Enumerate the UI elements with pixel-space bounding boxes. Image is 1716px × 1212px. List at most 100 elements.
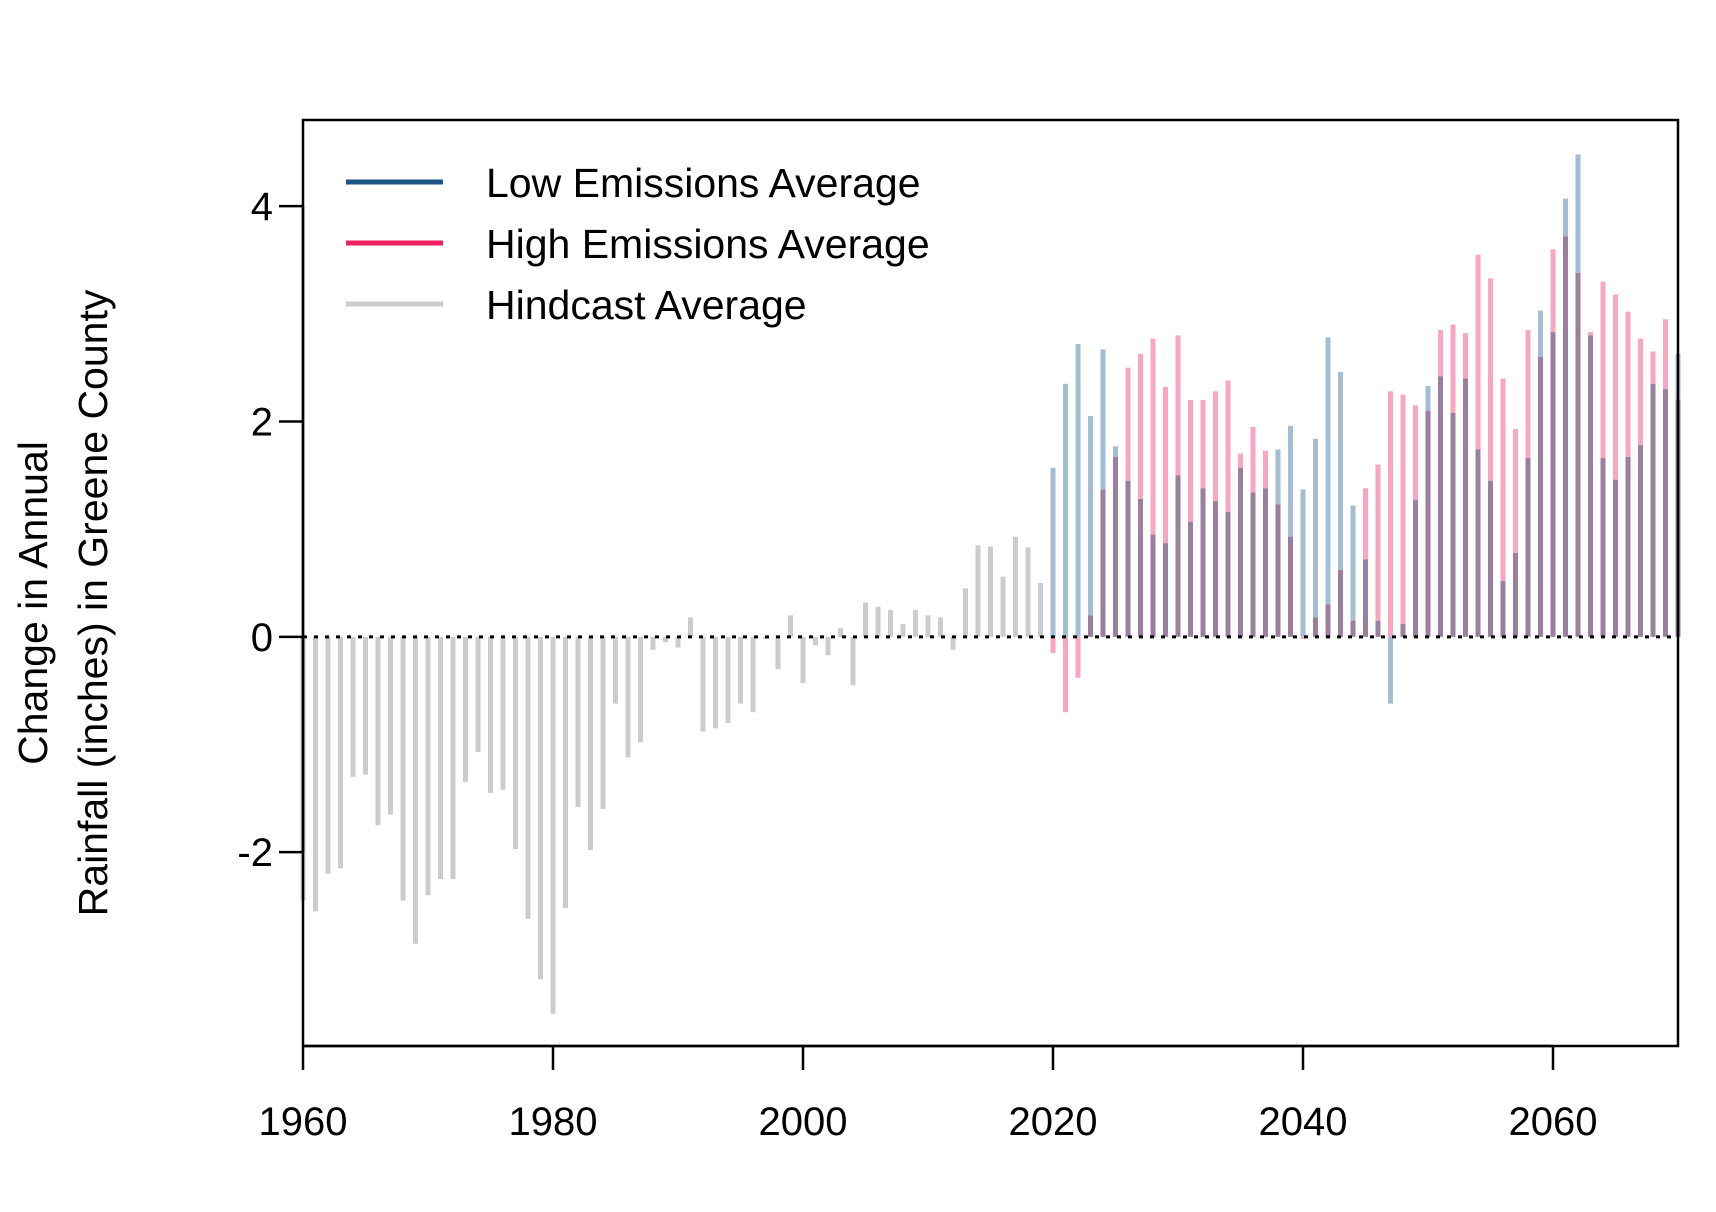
overlap-bar [1475,449,1481,637]
y-axis: -2 0 2 4 [237,185,305,875]
hindcast-bar [650,636,656,650]
hindcast-bar [450,636,456,880]
high-emissions-bar [1488,278,1493,481]
overlap-bar [1450,412,1456,637]
overlap-bar [1613,479,1618,637]
overlap-bar [1163,543,1168,637]
legend-item-low: Low Emissions Average [346,160,921,206]
hindcast-bar [488,636,493,793]
low-emissions-bar [1388,636,1393,704]
hindcast-bar [563,636,568,909]
hindcast-bar [813,636,818,646]
overlap-bar [1213,501,1218,637]
hindcast-bar [663,636,668,643]
overlap-bar [1363,559,1368,637]
high-emissions-bar [1613,294,1618,480]
hindcast-bar [525,636,531,919]
hindcast-bar [388,636,393,815]
high-emissions-bar [1250,426,1256,493]
high-emissions-bar [1225,380,1231,512]
low-emissions-bar [1275,449,1281,505]
overlap-bar [1375,620,1381,637]
hindcast-bar [1038,583,1043,637]
high-emissions-bar [1175,335,1181,476]
hindcast-bar [413,636,418,944]
low-emissions-bar [1575,154,1581,273]
hindcast-bar [438,636,443,880]
overlap-bar [1538,356,1543,637]
high-emissions-bar [1375,464,1381,621]
hindcast-bar [925,615,931,637]
overlap-bar [1188,521,1193,637]
hindcast-bar [800,636,806,684]
low-emissions-bar [1063,383,1068,637]
hindcast-bar [938,617,943,637]
overlap-bar [1513,552,1518,637]
overlap-bar [1125,480,1131,637]
hindcast-bar [988,546,993,637]
overlap-bar [1600,458,1606,637]
overlap-bar [1200,488,1206,637]
high-emissions-bar [1463,333,1468,379]
hindcast-bar [538,636,543,980]
high-emissions-bar [1063,636,1068,713]
overlap-bar [1275,504,1281,637]
hindcast-bar [463,636,468,783]
legend-item-high: High Emissions Average [346,221,930,267]
low-emissions-bar [1100,349,1106,490]
low-emissions-bar [1563,198,1568,237]
high-emissions-bar [1138,353,1143,500]
y-tick-label: -2 [237,831,273,875]
overlap-bar [1463,378,1468,637]
high-emissions-bar [1550,249,1556,333]
x-axis: 1960 1980 2000 2020 2040 2060 [259,1044,1598,1144]
x-tick-label: 1960 [259,1100,348,1144]
hindcast-bar [700,636,706,732]
hindcast-bar [638,636,643,743]
overlap-bar [1225,511,1231,637]
hindcast-bar [913,609,918,637]
overlap-bar [1250,492,1256,637]
overlap-bar [1350,620,1356,637]
high-emissions-bar [1663,319,1668,390]
hindcast-bar [725,636,731,723]
high-emissions-bar [1400,394,1406,624]
hindcast-bar [513,636,518,849]
hindcast-bar [363,636,368,775]
x-tick-label: 2020 [1009,1100,1098,1144]
high-emissions-bar [1638,338,1643,446]
legend-label: High Emissions Average [486,221,930,267]
overlap-bar [1575,272,1581,637]
hindcast-bar [1000,576,1006,637]
high-emissions-bar [1300,636,1306,639]
high-emissions-bar [1650,351,1656,384]
x-tick-label: 2060 [1509,1100,1598,1144]
hindcast-bar [313,636,318,912]
high-emissions-bar [1263,450,1268,489]
overlap-bar [1175,475,1181,637]
hindcast-bar [838,628,843,637]
overlap-bar [1638,445,1643,637]
hindcast-bar [738,636,743,704]
high-emissions-bar [1150,338,1156,535]
overlap-bar [1425,410,1431,637]
y-axis-label-line-1: Change in Annual [10,441,56,765]
hindcast-bar [875,606,881,637]
overlap-bar [1413,500,1418,637]
hindcast-bar [863,602,868,637]
high-emissions-bar [1363,488,1368,560]
high-emissions-bar [1438,329,1443,377]
low-emissions-bar [1538,310,1543,357]
overlap-bar [1500,580,1506,637]
hindcast-bar [713,636,718,729]
hindcast-bar [963,588,968,637]
high-emissions-bar [1125,367,1131,481]
hindcast-bar [825,636,831,656]
hindcast-bar [350,636,356,777]
low-emissions-bar [1350,505,1356,621]
high-emissions-bar [1213,391,1218,502]
hindcast-bar [575,636,581,807]
hindcast-bar [975,545,981,637]
hindcast-bar [400,636,406,901]
legend: Low Emissions Average High Emissions Aver… [346,160,930,328]
